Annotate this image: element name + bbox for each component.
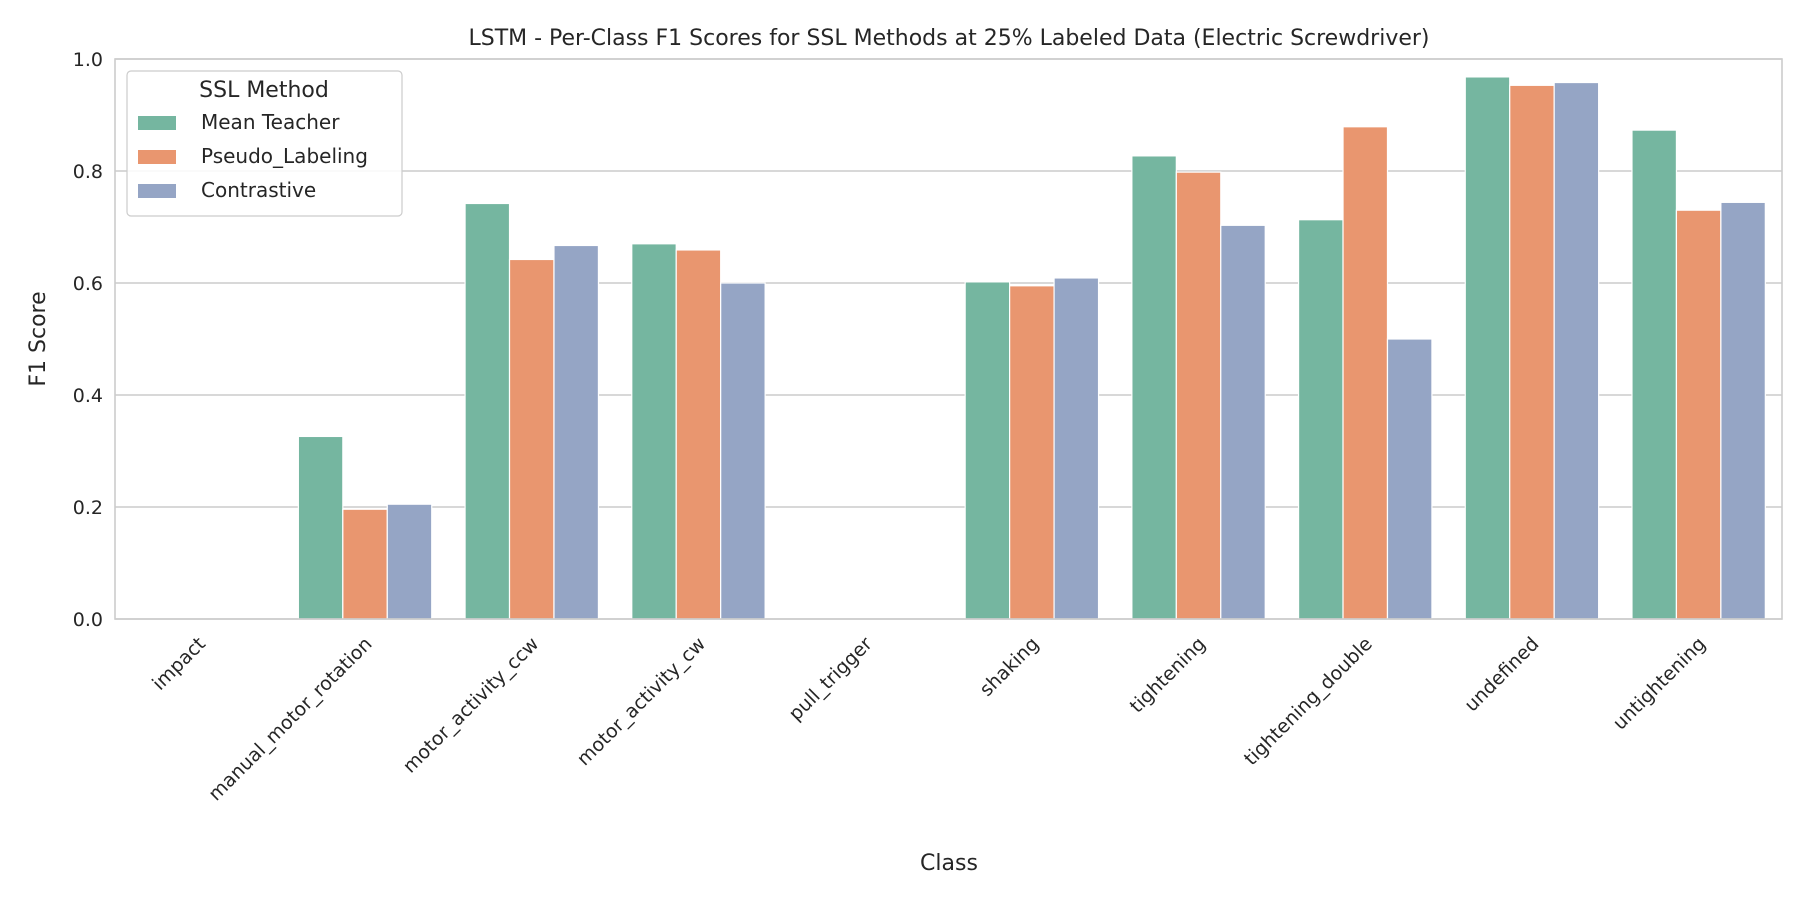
legend-swatch xyxy=(138,184,176,198)
bar xyxy=(1220,224,1266,620)
chart-title: LSTM - Per-Class F1 Scores for SSL Metho… xyxy=(468,26,1429,51)
legend-entry: Contrastive xyxy=(201,178,316,202)
y-tick-label: 0.0 xyxy=(73,609,103,631)
bar xyxy=(1553,81,1600,620)
bar xyxy=(342,508,388,620)
bar xyxy=(1053,277,1100,620)
y-axis-label: F1 Score xyxy=(26,291,51,386)
bar xyxy=(1464,76,1511,620)
bar xyxy=(553,244,600,620)
y-tick-label: 0.6 xyxy=(73,273,103,295)
legend-swatch xyxy=(138,116,176,130)
y-tick-label: 0.2 xyxy=(73,497,103,519)
bar xyxy=(1675,209,1722,620)
legend-frame xyxy=(126,70,403,217)
bar xyxy=(1131,155,1177,620)
legend-entry: Mean Teacher xyxy=(201,110,340,134)
bar xyxy=(631,243,677,620)
legend-title: SSL Method xyxy=(199,78,329,103)
bar xyxy=(1386,338,1433,620)
bar xyxy=(1342,126,1389,620)
bar xyxy=(386,503,433,620)
bar xyxy=(1631,129,1678,620)
bar xyxy=(964,281,1011,620)
y-tick-label: 1.0 xyxy=(73,49,103,71)
bar xyxy=(1297,219,1344,620)
bar xyxy=(508,258,555,620)
bar xyxy=(1009,285,1055,620)
y-axis-ticks: 0.0 0.2 0.4 0.6 0.8 1.0 xyxy=(73,49,103,631)
bar xyxy=(675,249,722,620)
bar xyxy=(1720,201,1766,620)
bar xyxy=(720,282,766,620)
legend-entry: Pseudo_Labeling xyxy=(201,144,368,168)
y-tick-label: 0.4 xyxy=(73,385,103,407)
bar xyxy=(464,202,511,620)
legend-swatch xyxy=(138,150,176,164)
bars xyxy=(297,76,1766,620)
plot-frame xyxy=(114,58,1783,620)
bar xyxy=(297,435,344,620)
bar xyxy=(1509,84,1555,620)
bar xyxy=(1175,171,1222,620)
y-tick-label: 0.8 xyxy=(73,161,103,183)
legend: SSL Method Mean Teacher Pseudo_Labeling Con… xyxy=(126,70,403,217)
x-axis-label: Class xyxy=(920,851,978,876)
